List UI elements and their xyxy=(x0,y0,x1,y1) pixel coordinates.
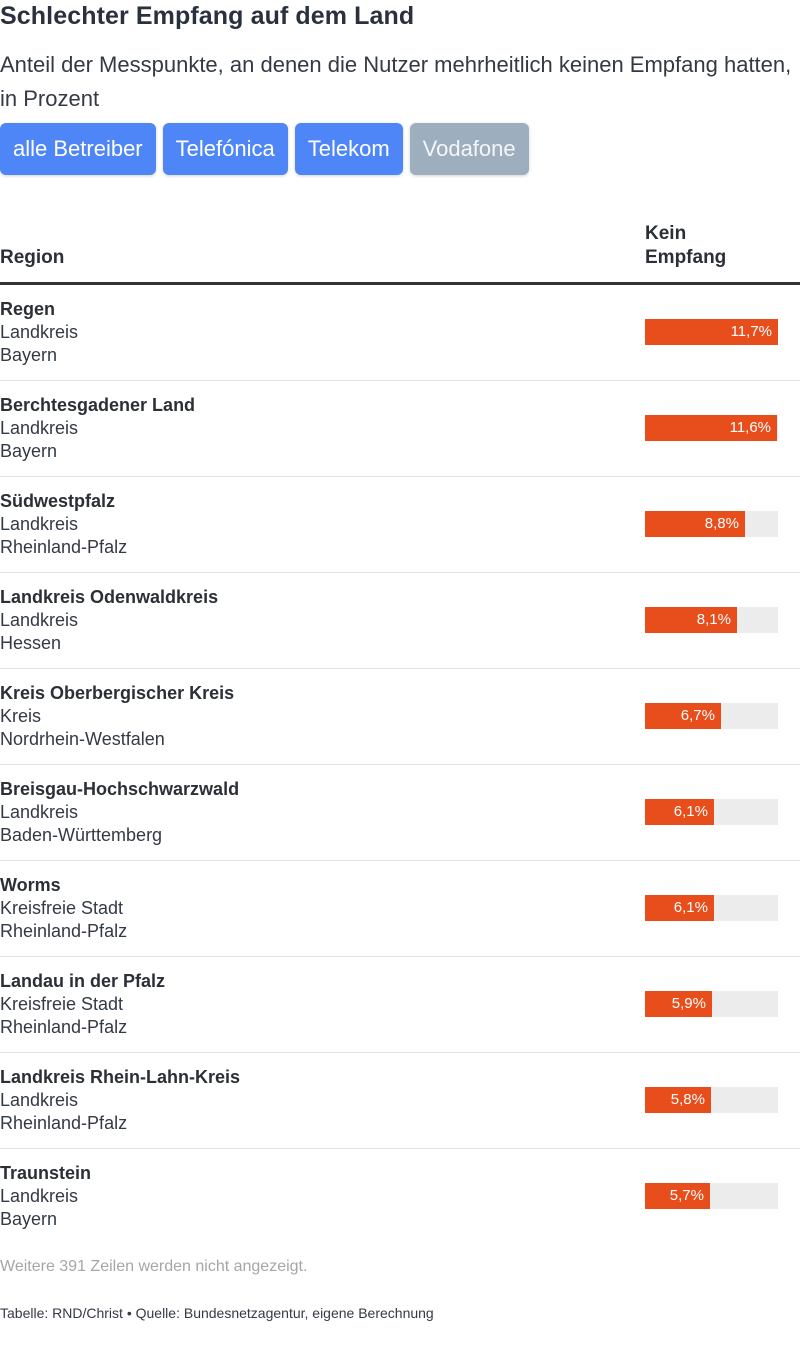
table-row: Berchtesgadener Land Landkreis Bayern 11,6% xyxy=(0,381,800,477)
table-row: Worms Kreisfreie Stadt Rheinland-Pfalz 6,1% xyxy=(0,861,800,957)
column-header-no-reception-line1: Kein xyxy=(645,223,687,244)
bar-track: 5,8% xyxy=(645,1087,778,1113)
region-state: Baden-Württemberg xyxy=(0,825,163,845)
region-state: Bayern xyxy=(0,345,58,365)
region-state: Bayern xyxy=(0,1209,58,1229)
bar: 6,1% xyxy=(645,799,714,825)
table-row: Landkreis Rhein-Lahn-Kreis Landkreis Rhein… xyxy=(0,1053,800,1149)
table-row: Regen Landkreis Bayern 11,7% xyxy=(0,285,800,381)
column-header-region[interactable]: Region xyxy=(0,247,65,268)
filter-button-telefonica[interactable]: Telefónica xyxy=(162,123,288,175)
bar: 5,7% xyxy=(645,1183,710,1209)
bar-value-label: 8,8% xyxy=(704,515,739,532)
bar-track: 6,1% xyxy=(645,895,778,921)
region-type: Kreis xyxy=(0,706,42,726)
region-type: Kreisfreie Stadt xyxy=(0,994,124,1014)
region-type: Landkreis xyxy=(0,610,79,630)
operator-filter-buttons: alle Betreiber Telefónica Telekom Vodafo… xyxy=(0,123,529,175)
region-name: Landkreis Odenwaldkreis xyxy=(0,587,219,607)
region-type: Landkreis xyxy=(0,514,79,534)
chart-subtitle: Anteil der Messpunkte, an denen die Nutz… xyxy=(0,52,792,111)
region-type: Landkreis xyxy=(0,802,79,822)
bar-track: 11,6% xyxy=(645,415,778,441)
region-name: Worms xyxy=(0,875,61,895)
region-name: Traunstein xyxy=(0,1163,92,1183)
source-footer: Tabelle: RND/Christ • Quelle: Bundesnetz… xyxy=(0,1305,434,1321)
table-row: Landkreis Odenwaldkreis Landkreis Hessen 8,… xyxy=(0,573,800,669)
region-type: Landkreis xyxy=(0,1186,79,1206)
region-type: Landkreis xyxy=(0,1090,79,1110)
bar: 11,6% xyxy=(645,415,777,441)
region-state: Rheinland-Pfalz xyxy=(0,921,128,941)
region-name: Kreis Oberbergischer Kreis xyxy=(0,683,235,703)
table-row: Landau in der Pfalz Kreisfreie Stadt Rhein… xyxy=(0,957,800,1053)
bar-track: 8,1% xyxy=(645,607,778,633)
table-row: Breisgau-Hochschwarzwald Landkreis Baden-W… xyxy=(0,765,800,861)
hidden-rows-note: Weitere 391 Zeilen werden nicht angezeig… xyxy=(0,1258,308,1275)
bar: 8,8% xyxy=(645,511,745,537)
bar: 8,1% xyxy=(645,607,737,633)
bar-track: 6,7% xyxy=(645,703,778,729)
filter-button-all-operators[interactable]: alle Betreiber xyxy=(0,123,156,175)
region-state: Rheinland-Pfalz xyxy=(0,537,128,557)
bar: 6,1% xyxy=(645,895,714,921)
bar-value-label: 6,1% xyxy=(673,803,708,820)
bar-value-label: 5,9% xyxy=(671,995,706,1012)
region-name: Breisgau-Hochschwarzwald xyxy=(0,779,240,799)
table-header: Region Kein Empfang xyxy=(0,220,800,285)
bar-track: 11,7% xyxy=(645,319,778,345)
bar-value-label: 8,1% xyxy=(696,611,731,628)
region-state: Hessen xyxy=(0,633,62,653)
table-row: Südwestpfalz Landkreis Rheinland-Pfalz 8,8% xyxy=(0,477,800,573)
bar-value-label: 5,8% xyxy=(670,1091,705,1108)
table-row: Kreis Oberbergischer Kreis Kreis Nordrhein… xyxy=(0,669,800,765)
region-state: Rheinland-Pfalz xyxy=(0,1113,128,1133)
table-body: Regen Landkreis Bayern 11,7% Berchtesgadener… xyxy=(0,285,800,1244)
bar: 6,7% xyxy=(645,703,721,729)
region-type: Landkreis xyxy=(0,322,79,342)
region-name: Regen xyxy=(0,299,56,319)
bar-track: 6,1% xyxy=(645,799,778,825)
bar-value-label: 11,7% xyxy=(730,323,772,340)
chart-title: Schlechter Empfang auf dem Land xyxy=(0,2,415,30)
filter-button-vodafone[interactable]: Vodafone xyxy=(409,123,529,175)
column-header-no-reception-line2: Empfang xyxy=(645,247,727,268)
region-type: Landkreis xyxy=(0,418,79,438)
bar-track: 5,7% xyxy=(645,1183,778,1209)
region-state: Bayern xyxy=(0,441,58,461)
region-name: Landau in der Pfalz xyxy=(0,971,166,991)
region-type: Kreisfreie Stadt xyxy=(0,898,124,918)
region-name: Landkreis Rhein-Lahn-Kreis xyxy=(0,1067,241,1087)
bar-value-label: 6,7% xyxy=(680,707,715,724)
filter-button-telekom[interactable]: Telekom xyxy=(294,123,403,175)
bar: 5,8% xyxy=(645,1087,711,1113)
column-header-no-reception[interactable]: Kein Empfang xyxy=(645,222,765,270)
bar: 11,7% xyxy=(645,319,778,345)
bar: 5,9% xyxy=(645,991,712,1017)
bar-value-label: 6,1% xyxy=(673,899,708,916)
region-name: Berchtesgadener Land xyxy=(0,395,196,415)
bar-track: 8,8% xyxy=(645,511,778,537)
region-state: Rheinland-Pfalz xyxy=(0,1017,128,1037)
bar-value-label: 11,6% xyxy=(729,419,771,436)
bar-track: 5,9% xyxy=(645,991,778,1017)
table-row: Traunstein Landkreis Bayern 5,7% xyxy=(0,1149,800,1244)
bar-value-label: 5,7% xyxy=(669,1187,704,1204)
region-state: Nordrhein-Westfalen xyxy=(0,729,165,749)
region-name: Südwestpfalz xyxy=(0,491,116,511)
